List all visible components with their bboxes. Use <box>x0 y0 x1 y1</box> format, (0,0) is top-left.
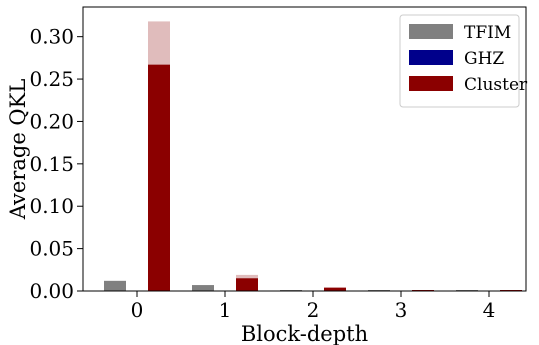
legend-label-tfim: TFIM <box>464 23 511 43</box>
x-tick-label: 0 <box>131 298 144 322</box>
x-tick-label: 2 <box>307 298 320 322</box>
legend-swatch-cluster <box>409 76 453 91</box>
legend-swatch-tfim <box>409 24 453 39</box>
bar-cluster-1 <box>236 278 258 291</box>
bar-tfim-1 <box>192 285 214 291</box>
bars <box>104 21 522 292</box>
y-axis-ticks: 0.00 0.05 0.10 0.15 0.20 0.25 0.30 <box>29 25 83 303</box>
y-tick-label: 0.10 <box>29 194 74 218</box>
y-tick-label: 0.20 <box>29 109 74 133</box>
y-tick-label: 0.05 <box>29 237 74 261</box>
x-axis-label: Block-depth <box>241 322 368 345</box>
y-tick-label: 0.25 <box>29 67 74 91</box>
legend-label-ghz: GHZ <box>464 49 504 69</box>
bar-cluster-2 <box>324 287 346 291</box>
legend: TFIM GHZ Cluster <box>399 14 528 108</box>
x-tick-label: 1 <box>219 298 232 322</box>
plot-frame <box>82 6 527 292</box>
y-tick-label: 0.30 <box>29 25 74 49</box>
y-axis-label: Average QKL <box>6 79 30 221</box>
x-tick-label: 3 <box>395 298 408 322</box>
legend-swatch-ghz <box>409 50 453 65</box>
y-tick-label: 0.15 <box>29 152 74 176</box>
bar-tfim-0 <box>104 280 126 291</box>
legend-label-cluster: Cluster <box>464 75 528 95</box>
bar-cluster-0 <box>148 64 170 291</box>
y-tick-label: 0.00 <box>29 279 74 303</box>
x-tick-label: 4 <box>483 298 496 322</box>
x-axis-ticks: 0 1 2 3 4 <box>131 291 496 322</box>
